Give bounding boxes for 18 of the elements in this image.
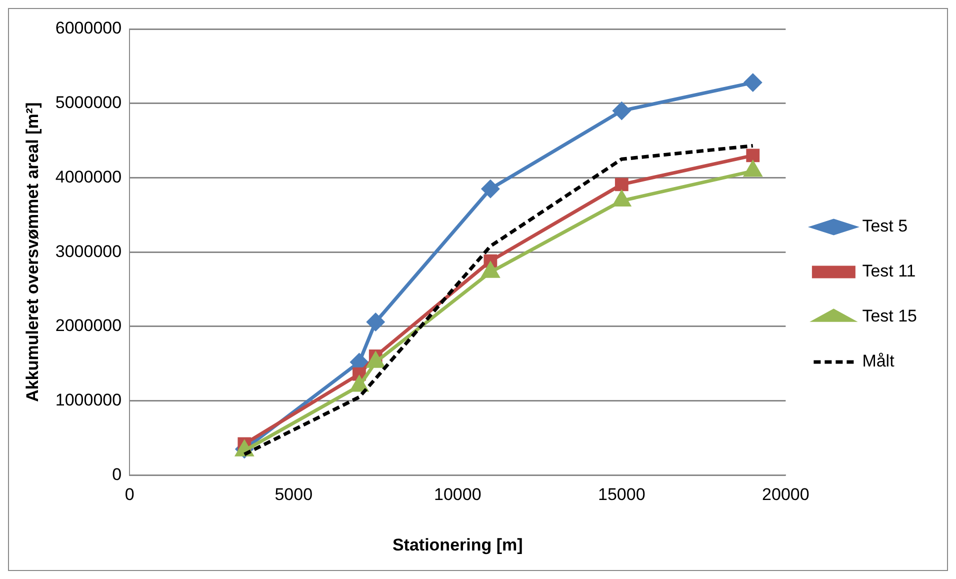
y-tick-label: 5000000 (55, 93, 122, 112)
y-tick-label: 6000000 (55, 18, 122, 38)
legend-label: Test 11 (862, 262, 916, 281)
x-tick-label: 10000 (434, 485, 482, 504)
legend-label: Målt (862, 352, 895, 371)
x-axis-title: Stationering [m] (392, 535, 523, 554)
y-tick-label: 1000000 (55, 390, 122, 410)
x-tick-label: 5000 (274, 485, 313, 504)
y-axis-title: Akkumuleret oversvømmet areal [m²] (22, 102, 42, 402)
x-tick-label: 15000 (598, 485, 646, 504)
x-tick-label: 0 (124, 485, 134, 504)
y-tick-label: 4000000 (55, 167, 122, 186)
legend-label: Test 5 (862, 216, 908, 236)
x-tick-label: 20000 (762, 485, 810, 504)
y-tick-label: 2000000 (55, 316, 122, 336)
legend-label: Test 15 (862, 306, 917, 326)
y-tick-label: 0 (112, 464, 122, 484)
y-tick-label: 3000000 (55, 242, 122, 261)
